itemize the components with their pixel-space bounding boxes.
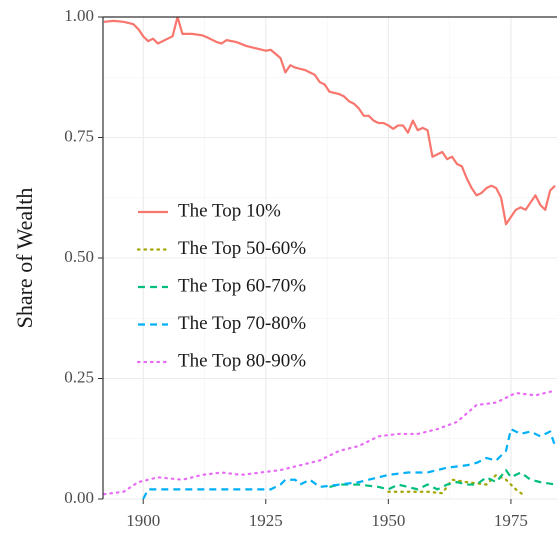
x-tick-label: 1925: [249, 511, 283, 530]
lines: [103, 17, 557, 499]
y-tick-label: 0.00: [64, 488, 94, 507]
y-tick-label: 0.25: [64, 367, 94, 386]
legend-label: The Top 80-90%: [178, 350, 306, 371]
y-tick-label: 0.75: [64, 126, 94, 145]
series-line: [103, 17, 556, 226]
legend-label: The Top 10%: [178, 200, 281, 221]
series-line: [329, 468, 556, 491]
grid: [103, 16, 557, 500]
legend-label: The Top 60-70%: [178, 275, 306, 296]
series-line: [103, 389, 557, 496]
y-axis-title: Share of Wealth: [12, 188, 37, 329]
legend-label: The Top 50-60%: [178, 238, 306, 259]
legend-label: The Top 70-80%: [178, 313, 306, 334]
x-tick-label: 1950: [371, 511, 405, 530]
legend: The Top 10% The Top 50-60% The Top 60-70% T…: [136, 200, 306, 371]
x-tick-label: 1975: [494, 511, 528, 530]
series-line: [387, 473, 527, 498]
x-tick-label: 1900: [126, 511, 160, 530]
series-line: [142, 428, 557, 499]
y-tick-label: 0.50: [64, 247, 94, 266]
axes: 0.00 0.25 0.50 0.75 1.00 1900 1925 1950 1975: [64, 6, 557, 530]
y-tick-label: 1.00: [64, 6, 94, 25]
